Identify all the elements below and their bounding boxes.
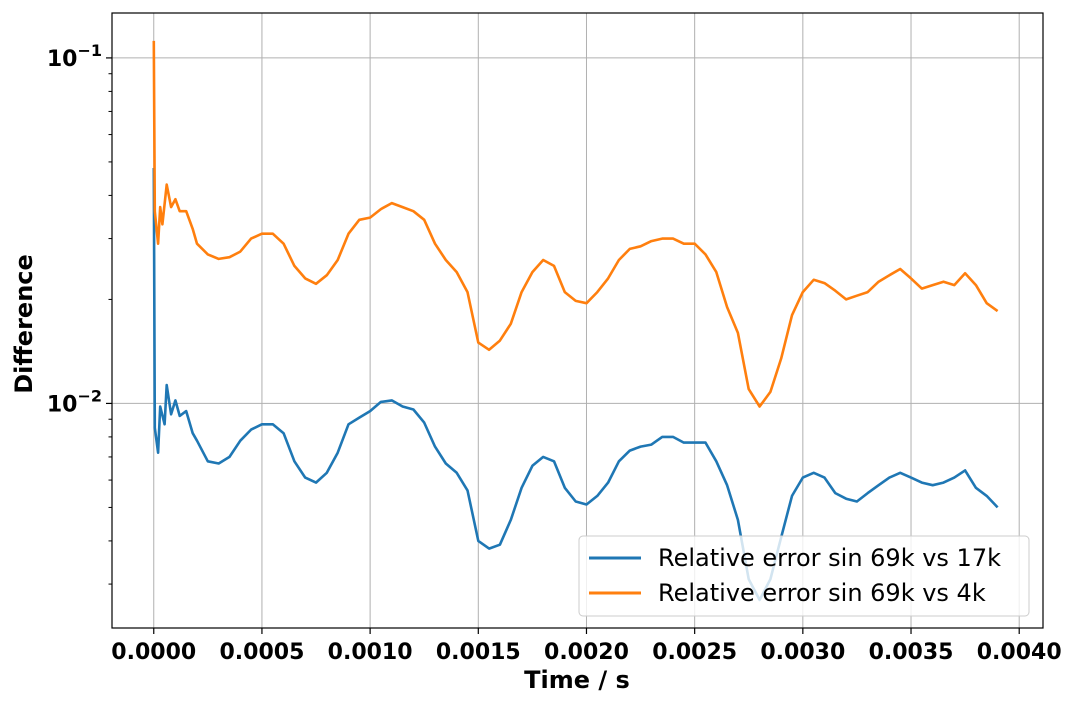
- x-tick-label: 0.0040: [977, 640, 1062, 665]
- legend-entry-orange: Relative error sin 69k vs 4k: [658, 579, 986, 607]
- x-tick-label: 0.0035: [869, 640, 954, 665]
- y-tick-label: 10−2: [47, 386, 102, 417]
- x-tick-label: 0.0010: [328, 640, 413, 665]
- x-tick-label: 0.0025: [652, 640, 737, 665]
- legend: Relative error sin 69k vs 17k Relative e…: [578, 535, 1030, 617]
- plot-frame: [111, 12, 1044, 629]
- x-tick-label: 0.0015: [436, 640, 521, 665]
- x-tick-label: 0.0020: [544, 640, 629, 665]
- series-lines: [152, 40, 999, 602]
- series-line-blue: [152, 167, 999, 602]
- y-axis-ticks: 10−1 10−2: [47, 41, 112, 585]
- x-axis-label: Time / s: [524, 666, 630, 694]
- x-tick-label: 0.0000: [111, 640, 196, 665]
- legend-entry-blue: Relative error sin 69k vs 17k: [658, 544, 1001, 572]
- series-line-orange: [152, 40, 999, 408]
- x-axis-ticks: 0.0000 0.0005 0.0010 0.0015 0.0020 0.0025 0.00…: [111, 628, 1062, 665]
- y-axis-label: Difference: [10, 254, 38, 394]
- grid-lines: [112, 13, 1043, 628]
- y-tick-label: 10−1: [47, 41, 102, 72]
- x-tick-label: 0.0005: [219, 640, 304, 665]
- legend-box: [578, 535, 1030, 617]
- x-tick-label: 0.0030: [760, 640, 845, 665]
